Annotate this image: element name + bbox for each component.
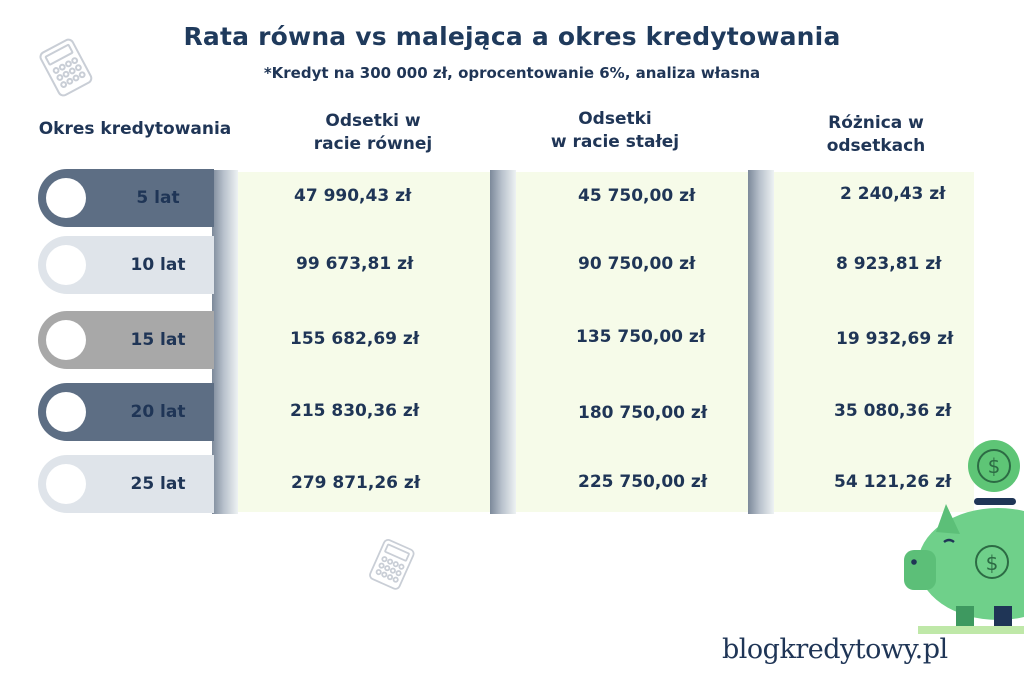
calculator-icon xyxy=(39,38,93,97)
equal-interest-value: 47 990,43 zł xyxy=(294,186,412,206)
fixed-interest-value: 225 750,00 zł xyxy=(578,472,708,492)
period-label: 5 lat xyxy=(136,188,180,208)
toggle-knob xyxy=(46,320,86,360)
fixed-interest-value: 45 750,00 zł xyxy=(578,186,696,206)
svg-text:$: $ xyxy=(988,454,1001,478)
svg-text:$: $ xyxy=(986,551,999,575)
column-separator xyxy=(212,170,238,514)
interest-difference-value: 8 923,81 zł xyxy=(836,254,942,274)
header-diff-line1: Różnica w xyxy=(828,113,924,133)
header-period: Okres kredytowania xyxy=(28,118,242,141)
period-label: 20 lat xyxy=(130,402,186,422)
period-label: 15 lat xyxy=(130,330,186,350)
period-pill: 25 lat xyxy=(38,455,214,513)
table-background xyxy=(212,172,974,512)
header-fixed-line2: w racie stałej xyxy=(550,132,680,152)
header-fixed-installment: Odsetki w racie stałej xyxy=(520,108,710,154)
toggle-knob xyxy=(46,178,86,218)
fixed-interest-value: 180 750,00 zł xyxy=(578,403,708,423)
equal-interest-value: 155 682,69 zł xyxy=(290,329,420,349)
calculator-icon xyxy=(369,538,415,590)
header-equal-line1: Odsetki w xyxy=(325,111,421,131)
toggle-knob xyxy=(46,464,86,504)
interest-difference-value: 54 121,26 zł xyxy=(834,472,952,492)
interest-difference-value: 35 080,36 zł xyxy=(834,401,952,421)
page-subtitle: *Kredyt na 300 000 zł, oprocentowanie 6%… xyxy=(263,64,761,82)
header-equal-installment: Odsetki w racie równej xyxy=(278,110,468,156)
interest-difference-value: 2 240,43 zł xyxy=(840,184,946,204)
column-separator xyxy=(490,170,516,514)
period-pill: 5 lat xyxy=(38,169,214,227)
equal-interest-value: 99 673,81 zł xyxy=(296,254,414,274)
header-difference: Różnica w odsetkach xyxy=(786,112,966,158)
fixed-interest-value: 90 750,00 zł xyxy=(578,254,696,274)
period-label: 10 lat xyxy=(130,255,186,275)
equal-interest-value: 279 871,26 zł xyxy=(291,473,421,493)
page-title: Rata równa vs malejąca a okres kredytowa… xyxy=(183,22,841,51)
interest-difference-value: 19 932,69 zł xyxy=(836,329,954,349)
piggy-bank-icon: $ $ xyxy=(904,440,1024,634)
period-pill: 10 lat xyxy=(38,236,214,294)
header-diff-line2: odsetkach xyxy=(826,136,926,156)
fixed-interest-value: 135 750,00 zł xyxy=(576,327,706,347)
brand-logo: blogkredytowy.pl xyxy=(722,634,948,665)
period-label: 25 lat xyxy=(130,474,186,494)
toggle-knob xyxy=(46,392,86,432)
column-separator xyxy=(748,170,774,514)
toggle-knob xyxy=(46,245,86,285)
header-equal-line2: racie równej xyxy=(313,134,433,154)
header-period-label: Okres kredytowania xyxy=(38,119,232,139)
header-fixed-line1: Odsetki xyxy=(578,109,652,129)
dollar-coin-icon: $ xyxy=(968,440,1020,492)
equal-interest-value: 215 830,36 zł xyxy=(290,401,420,421)
period-pill: 20 lat xyxy=(38,383,214,441)
period-pill: 15 lat xyxy=(38,311,214,369)
